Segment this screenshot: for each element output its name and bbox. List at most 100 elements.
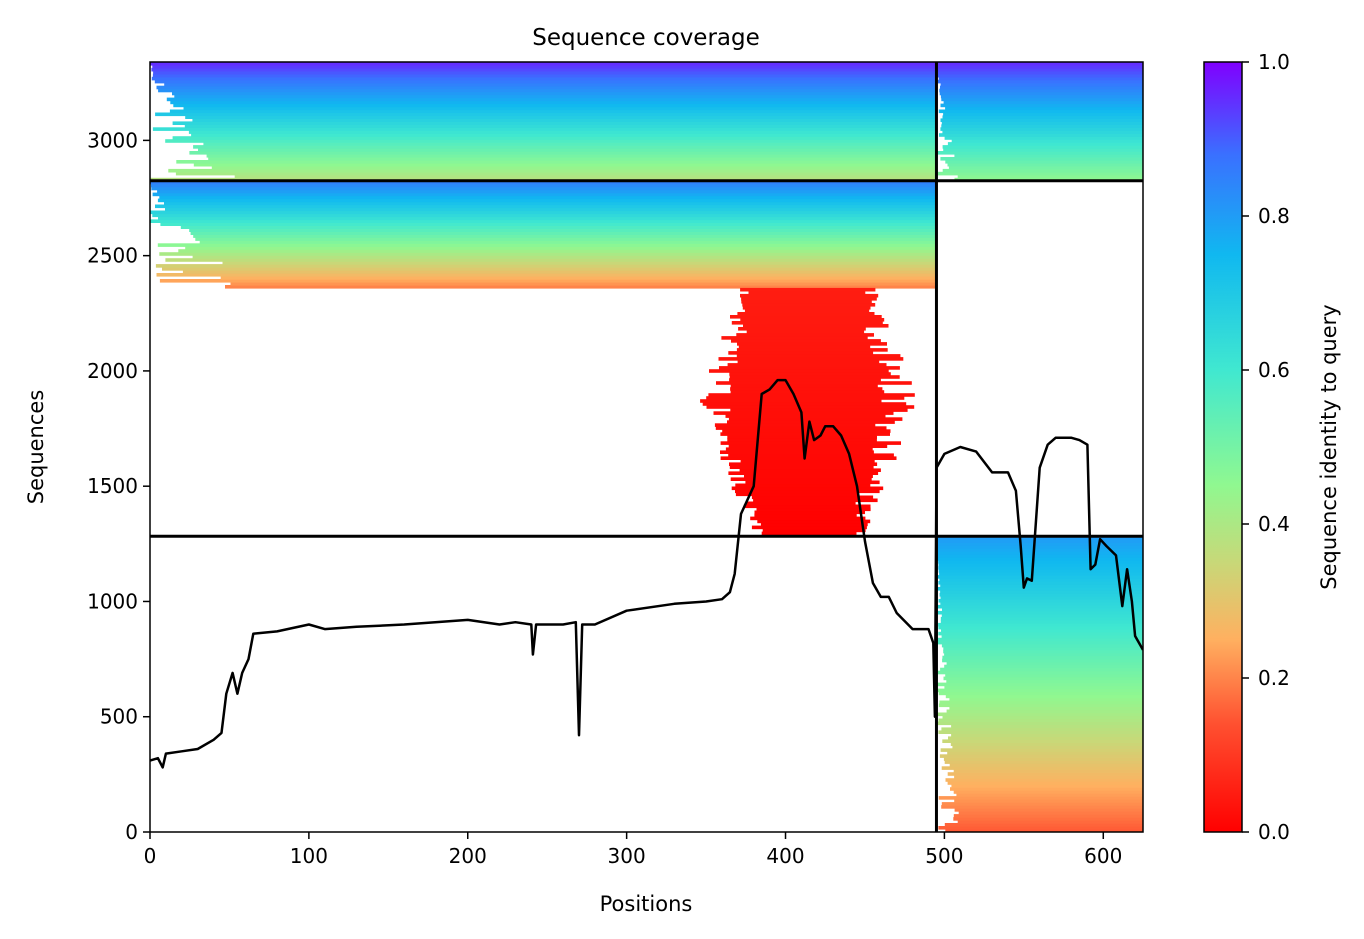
block-row: [938, 599, 1143, 603]
block-row: [940, 596, 1143, 600]
block-row: [937, 73, 1143, 78]
block-row: [211, 165, 937, 170]
block-row: [936, 637, 1143, 642]
block-row: [220, 276, 937, 280]
block-row: [958, 811, 1143, 815]
y-tick-label: 0: [125, 820, 138, 844]
block-row: [744, 474, 873, 478]
block-row: [936, 539, 1143, 543]
colorbar-label: Sequence identity to query: [1317, 304, 1341, 589]
block-row: [713, 411, 894, 415]
block-row: [193, 145, 937, 149]
block-row: [937, 70, 1143, 75]
y-tick-label: 2500: [87, 244, 138, 268]
block-row: [943, 148, 1143, 152]
block-row: [942, 607, 1143, 612]
block-row: [754, 513, 857, 518]
block-row: [738, 327, 866, 331]
block-row: [151, 186, 937, 191]
block-row: [942, 145, 1143, 149]
colorbar-tick-label: 0.4: [1258, 512, 1290, 536]
block-row: [947, 142, 1143, 146]
block-row: [183, 106, 937, 111]
block-row: [152, 213, 937, 218]
block-row: [728, 453, 894, 457]
colorbar-tick-label: 0.2: [1258, 666, 1290, 690]
block-row: [706, 405, 915, 409]
block-row: [938, 563, 1143, 567]
block-row: [939, 700, 1143, 705]
block-row: [730, 387, 883, 391]
block-row: [957, 174, 1143, 179]
block-row: [165, 207, 937, 212]
block-row: [729, 465, 874, 469]
block-row: [939, 754, 1143, 758]
colorbar-tick-label: 0.0: [1258, 820, 1290, 844]
block-row: [936, 542, 1143, 546]
block-row: [727, 420, 895, 424]
block-row: [731, 486, 884, 491]
block-row: [152, 127, 937, 131]
block-row: [754, 510, 865, 515]
plot-frame: [149, 61, 1144, 833]
block-row: [938, 631, 1143, 636]
block-row: [150, 180, 937, 185]
block-row: [936, 557, 1143, 561]
block-row: [152, 73, 937, 78]
colorbar: 0.0 0.2 0.4 0.6 0.8 1.0 Sequence identity to …: [1203, 50, 1341, 844]
block-row: [178, 249, 937, 253]
block-row: [942, 115, 1143, 119]
block-row: [938, 79, 1143, 84]
block-row: [951, 784, 1143, 788]
block-row: [939, 593, 1143, 597]
block-row: [956, 793, 1143, 797]
block-row: [730, 315, 882, 319]
block-row: [730, 477, 872, 481]
block-row: [936, 65, 1143, 69]
block-row: [150, 62, 937, 66]
block-row: [945, 673, 1143, 678]
block-row: [943, 676, 1143, 681]
block-row: [160, 222, 937, 226]
block-row: [195, 237, 937, 241]
block-row: [942, 658, 1143, 663]
block-row: [952, 745, 1143, 749]
block-row: [188, 130, 937, 134]
block-row: [941, 613, 1143, 618]
block-row: [730, 408, 908, 412]
block-row: [737, 342, 887, 346]
block-row: [953, 769, 1143, 773]
block-row: [192, 255, 937, 259]
block-row: [940, 590, 1143, 594]
x-tick-label: 300: [608, 844, 646, 868]
block-row: [942, 130, 1143, 134]
block-row: [936, 721, 1143, 726]
block-row: [940, 667, 1143, 672]
block-row: [151, 76, 937, 81]
block-row: [151, 183, 937, 188]
block-row: [169, 109, 937, 114]
colorbar-gradient: [1203, 61, 1243, 833]
block-row: [938, 796, 1143, 800]
block-row: [948, 736, 1143, 740]
block-row: [191, 133, 937, 137]
block-row: [941, 121, 1143, 125]
block-row: [940, 82, 1143, 87]
block-row: [157, 198, 937, 203]
block-row: [702, 402, 907, 406]
block-row: [939, 578, 1143, 582]
block-row: [731, 339, 881, 343]
block-row: [720, 432, 890, 436]
block-row: [154, 79, 937, 84]
block-row: [941, 124, 1143, 128]
block-row: [944, 136, 1143, 140]
y-axis: 0 500 1000 1500 2000 2500 3000: [87, 128, 150, 844]
block-row: [735, 489, 880, 494]
block-row: [742, 306, 871, 310]
block-row: [750, 516, 866, 521]
block-row: [184, 124, 937, 128]
block-row: [945, 829, 1143, 832]
block-row: [946, 709, 1143, 714]
block-row: [152, 65, 937, 69]
